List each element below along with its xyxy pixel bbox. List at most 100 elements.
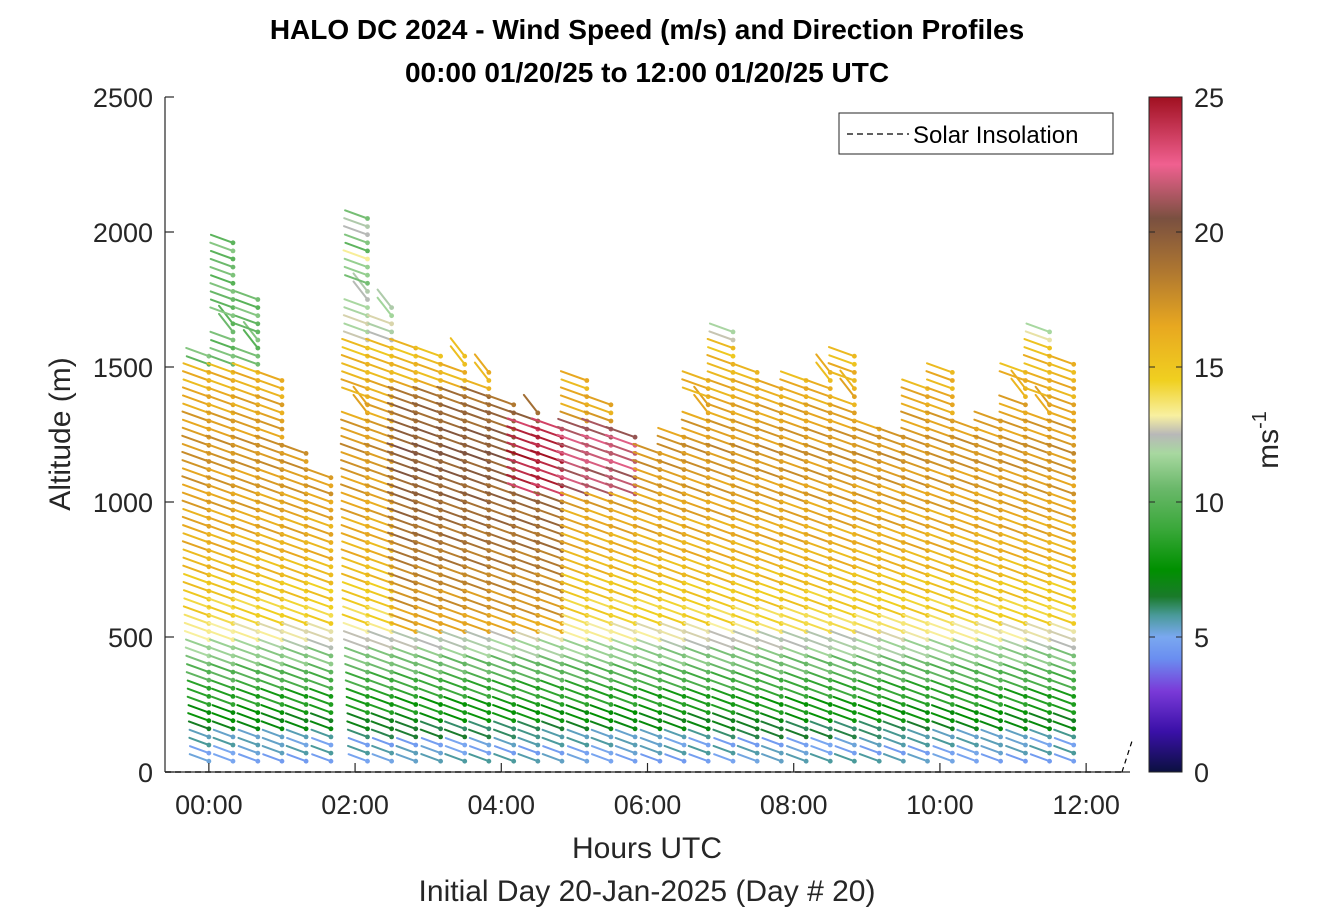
wind-barb-head [365, 661, 370, 667]
wind-barb-head [255, 305, 261, 310]
wind-barb [181, 443, 210, 455]
wind-barb [687, 728, 710, 738]
wind-barb-head [681, 734, 687, 740]
wind-barb [857, 712, 881, 722]
wind-barb [851, 467, 881, 479]
wind-barb-head [754, 694, 760, 699]
wind-barb [804, 605, 832, 617]
wind-barb [857, 679, 881, 690]
wind-barb [875, 475, 905, 487]
wind-barb [833, 728, 856, 738]
wind-barb [542, 745, 563, 755]
wind-barb [709, 654, 735, 665]
wind-barb [339, 442, 369, 455]
wind-barb-head [328, 499, 334, 505]
wind-barb [389, 346, 417, 358]
wind-barb [1029, 753, 1051, 763]
wind-barb [780, 613, 808, 625]
wind-barb [1021, 442, 1051, 455]
wind-barb [1046, 483, 1075, 495]
wind-barb-head [413, 653, 419, 659]
wind-barb [998, 475, 1027, 487]
wind-barb-head [365, 280, 370, 286]
wind-barb [827, 507, 856, 520]
wind-barb-head [255, 329, 261, 335]
wind-barb [999, 589, 1027, 601]
wind-barb [303, 467, 332, 479]
wind-barb [613, 687, 637, 698]
wind-barb [1049, 654, 1075, 665]
wind-barb [686, 703, 710, 714]
wind-barb [998, 394, 1027, 406]
wind-barb-head [303, 718, 309, 724]
wind-barb [1027, 703, 1051, 714]
wind-barb-head [328, 621, 334, 626]
wind-barb-head [230, 702, 236, 707]
wind-barb [807, 687, 832, 698]
wind-barb [231, 402, 259, 414]
wind-barb [492, 704, 515, 714]
wind-barb [341, 346, 369, 358]
wind-barb-head [559, 758, 565, 764]
wind-barb-head [535, 726, 541, 732]
wind-barb [449, 345, 466, 366]
wind-barb [1046, 434, 1075, 447]
wind-barb [413, 605, 442, 617]
wind-barb [757, 646, 783, 657]
wind-barb [779, 524, 808, 536]
wind-barb-head [1071, 402, 1077, 408]
wind-barb-head [1071, 386, 1077, 391]
wind-barb [473, 361, 490, 382]
wind-barb-head [1071, 613, 1077, 618]
wind-barb-head [778, 694, 784, 699]
wind-barb [310, 728, 332, 738]
wind-barb [509, 499, 539, 512]
wind-barb-head [511, 758, 517, 764]
wind-barb [509, 523, 539, 536]
wind-barb [256, 613, 283, 625]
wind-barb [459, 466, 490, 479]
wind-barb [306, 622, 332, 633]
wind-barb [662, 704, 686, 714]
wind-barb [185, 671, 210, 682]
wind-barb [688, 753, 710, 763]
wind-barb [976, 638, 1002, 649]
wind-barb [1046, 354, 1075, 366]
wind-barb [759, 687, 783, 698]
wind-barb-head [230, 685, 236, 691]
wind-barb [442, 671, 466, 682]
wind-barb-head [438, 734, 444, 740]
wind-barb-head [559, 750, 565, 756]
wind-barb [705, 451, 735, 463]
wind-barb [952, 638, 978, 649]
wind-barb-head [778, 710, 784, 715]
wind-barb [533, 507, 563, 520]
wind-barb [566, 745, 588, 755]
wind-barb [230, 499, 259, 512]
wind-barb [565, 720, 588, 730]
wind-barb [211, 704, 234, 714]
wind-barb [1029, 728, 1051, 738]
wind-barb [364, 548, 393, 560]
wind-barb [681, 499, 710, 512]
wind-barb [1022, 475, 1051, 487]
wind-barb-head [303, 653, 309, 659]
wind-barb [954, 679, 978, 690]
wind-barb [610, 630, 637, 641]
wind-barb [540, 712, 563, 722]
wind-barb [559, 515, 588, 528]
wind-barb [925, 418, 954, 431]
wind-barb-head [511, 702, 517, 707]
wind-barb [882, 720, 905, 730]
wind-barb [705, 507, 735, 520]
wind-barb-head [365, 677, 370, 683]
wind-barb [782, 662, 808, 674]
x-axis-sublabel: Initial Day 20-Jan-2025 (Day # 20) [419, 875, 876, 908]
wind-barb-head [827, 669, 833, 675]
wind-barb [436, 410, 466, 422]
wind-barb [605, 442, 637, 455]
wind-barb-head [998, 718, 1004, 724]
wind-barb [998, 564, 1027, 576]
wind-barb [827, 524, 856, 536]
wind-barb [832, 712, 856, 722]
